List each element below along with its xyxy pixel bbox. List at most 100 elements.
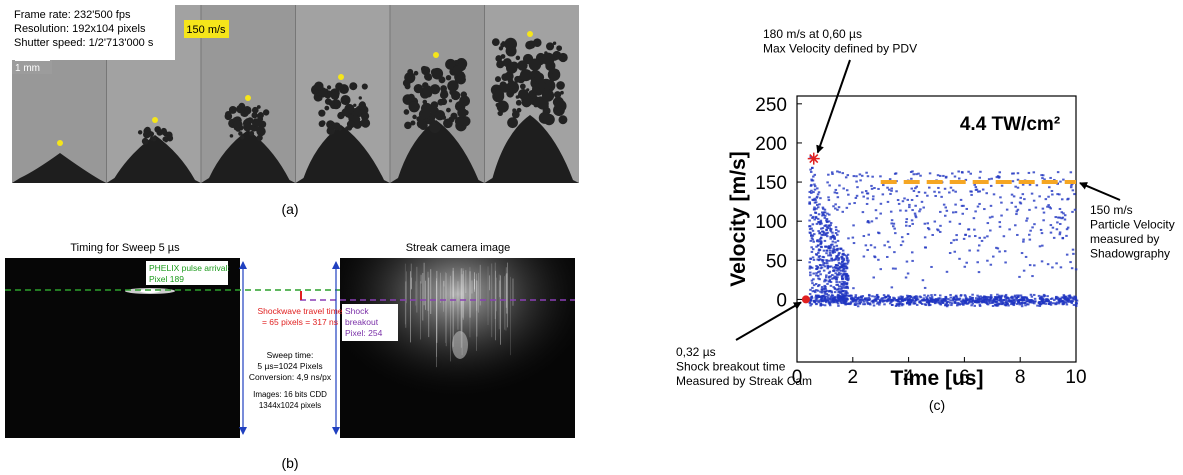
cloud-pixel [1012, 299, 1015, 301]
cloud-pixel [819, 238, 822, 240]
cloud-pixel [900, 295, 903, 297]
cloud-pixel [854, 299, 857, 301]
cloud-pixel [815, 303, 818, 305]
cloud-pixel [934, 294, 937, 296]
cloud-pixel [1028, 234, 1031, 236]
cloud-pixel [976, 261, 979, 263]
cloud-pixel [830, 258, 833, 260]
cloud-pixel [873, 305, 876, 307]
cloud-pixel [1034, 298, 1037, 300]
cloud-pixel [1046, 295, 1049, 297]
cloud-pixel [847, 303, 850, 305]
cloud-pixel [816, 259, 819, 261]
cloud-pixel [809, 272, 812, 274]
cloud-pixel [853, 242, 856, 244]
cloud-pixel [865, 244, 868, 246]
cloud-pixel [989, 302, 992, 304]
cloud-pixel [867, 220, 870, 222]
cloud-pixel [1075, 305, 1078, 307]
cloud-pixel [900, 298, 903, 300]
cloud-pixel [835, 229, 838, 231]
cloud-pixel [1066, 303, 1069, 305]
cloud-pixel [906, 218, 909, 220]
cloud-pixel [838, 290, 841, 292]
cloud-pixel [898, 203, 901, 205]
cloud-pixel [1055, 262, 1058, 264]
cloud-pixel [992, 301, 995, 303]
tracking-dot [245, 95, 251, 101]
annotation-arrow [1080, 183, 1120, 200]
fragment [558, 53, 567, 62]
fragment [138, 130, 142, 134]
cloud-pixel [817, 230, 820, 232]
travel-label: Shockwave travel time [257, 306, 342, 316]
cloud-pixel [926, 299, 929, 301]
cloud-pixel [970, 194, 973, 196]
cloud-pixel [889, 193, 892, 195]
cloud-pixel [808, 196, 811, 198]
cloud-pixel [888, 246, 891, 248]
cloud-pixel [1065, 235, 1068, 237]
cloud-pixel [854, 303, 857, 305]
cloud-pixel [922, 279, 925, 281]
cloud-pixel [815, 283, 818, 285]
cloud-pixel [853, 175, 856, 177]
cloud-pixel [924, 223, 927, 225]
cloud-pixel [939, 225, 942, 227]
cloud-pixel [902, 200, 905, 202]
cloud-pixel [827, 224, 830, 226]
cloud-pixel [993, 193, 996, 195]
cloud-pixel [886, 256, 889, 258]
cloud-pixel [905, 210, 908, 212]
cloud-pixel [1022, 193, 1025, 195]
cloud-pixel [868, 234, 871, 236]
cloud-pixel [1017, 172, 1020, 174]
breakout-point [802, 295, 810, 303]
cloud-pixel [1072, 253, 1075, 255]
y-tick-label: 50 [766, 251, 787, 272]
cloud-pixel [1029, 230, 1032, 232]
fragment [347, 120, 355, 128]
cloud-pixel [826, 235, 829, 237]
fragment [431, 68, 443, 80]
cloud-pixel [820, 220, 823, 222]
cloud-pixel [997, 247, 1000, 249]
fragment [167, 133, 170, 136]
cloud-pixel [1020, 202, 1023, 204]
fragment [512, 111, 520, 119]
cloud-pixel [1071, 302, 1074, 304]
cloud-pixel [921, 201, 924, 203]
cloud-pixel [1063, 303, 1066, 305]
cloud-pixel [981, 240, 984, 242]
fragment [461, 72, 464, 75]
cloud-pixel [1004, 261, 1007, 263]
cloud-pixel [875, 299, 878, 301]
cloud-pixel [944, 188, 947, 190]
cloud-pixel [955, 211, 958, 213]
cloud-pixel [826, 221, 829, 223]
cloud-pixel [903, 197, 906, 199]
cloud-pixel [955, 239, 958, 241]
cloud-pixel [998, 295, 1001, 297]
cloud-pixel [810, 235, 813, 237]
cloud-pixel [864, 298, 867, 300]
fragment [556, 81, 565, 90]
cloud-pixel [831, 232, 834, 234]
cloud-pixel [990, 297, 993, 299]
cloud-pixel [817, 245, 820, 247]
cloud-pixel [829, 236, 832, 238]
cloud-pixel [950, 242, 953, 244]
cloud-pixel [1018, 276, 1021, 278]
cloud-pixel [834, 241, 837, 243]
tracking-dot [152, 117, 158, 123]
cloud-pixel [1011, 202, 1014, 204]
fragment [518, 89, 529, 100]
cloud-pixel [954, 204, 957, 206]
cloud-pixel [813, 259, 816, 261]
cloud-pixel [842, 211, 845, 213]
cloud-pixel [820, 242, 823, 244]
cloud-pixel [813, 218, 816, 220]
cloud-pixel [834, 203, 837, 205]
cloud-pixel [811, 251, 814, 253]
cloud-pixel [1013, 304, 1016, 306]
